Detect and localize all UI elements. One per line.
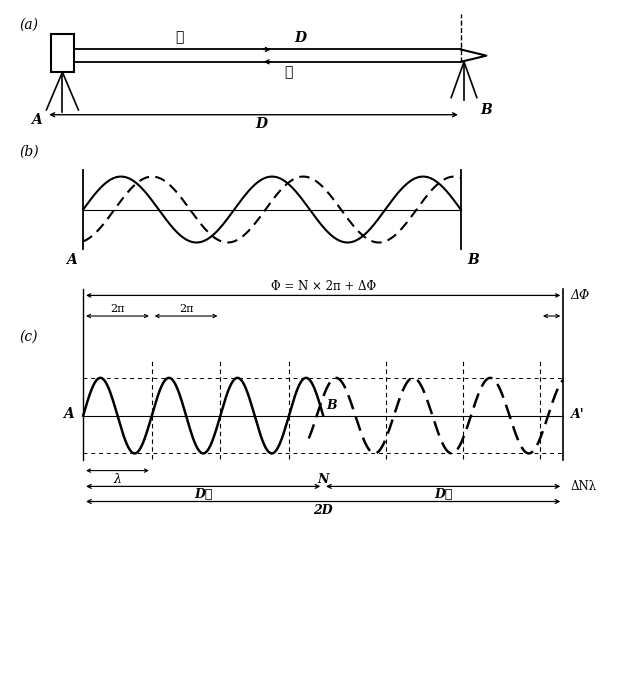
Text: (a): (a) — [19, 17, 38, 31]
Text: ΔNλ: ΔNλ — [571, 480, 597, 493]
Text: ΔΦ: ΔΦ — [571, 289, 590, 302]
Text: 2π: 2π — [179, 304, 193, 314]
Bar — [51, 34, 74, 72]
Text: A: A — [31, 113, 42, 127]
Text: A: A — [63, 407, 74, 421]
Text: D往: D往 — [194, 488, 212, 502]
Text: A: A — [66, 253, 77, 267]
Text: B: B — [481, 103, 492, 117]
Text: (b): (b) — [19, 144, 39, 158]
Text: B: B — [467, 253, 479, 267]
Text: 返: 返 — [284, 65, 292, 79]
Text: 2π: 2π — [110, 304, 125, 314]
Text: D返: D返 — [434, 488, 452, 502]
Text: λ: λ — [113, 473, 122, 486]
Text: 2D: 2D — [314, 504, 333, 517]
Text: A': A' — [571, 408, 584, 420]
Text: N: N — [317, 473, 329, 486]
Text: D: D — [295, 31, 307, 45]
Text: D: D — [255, 117, 268, 131]
Text: Φ = N × 2π + ΔΦ: Φ = N × 2π + ΔΦ — [271, 280, 376, 293]
Text: 往: 往 — [175, 31, 184, 45]
Text: B: B — [326, 399, 337, 412]
Text: (c): (c) — [19, 330, 38, 344]
